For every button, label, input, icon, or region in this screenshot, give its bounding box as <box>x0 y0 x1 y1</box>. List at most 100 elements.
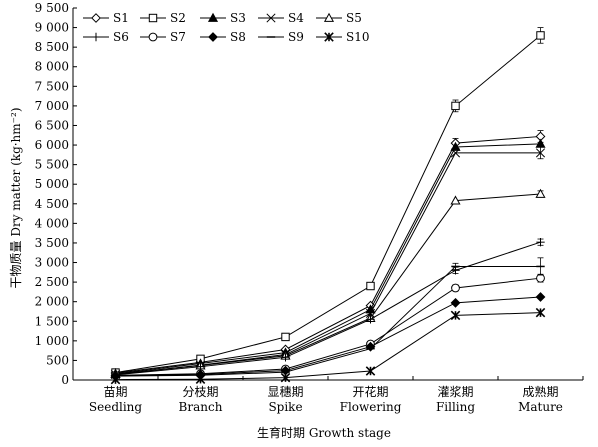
legend-item-s3: S3 <box>200 11 246 25</box>
y-tick-label: 2 000 <box>35 295 69 309</box>
data-point <box>451 101 460 111</box>
series-s7 <box>111 273 545 380</box>
legend-item-s8: S8 <box>200 30 246 44</box>
series-line <box>115 277 541 376</box>
data-point <box>451 283 460 293</box>
data-point <box>110 374 121 385</box>
data-point <box>281 353 290 362</box>
series-line <box>115 265 541 377</box>
data-point <box>535 188 546 198</box>
data-point <box>450 195 461 205</box>
legend-label: S5 <box>346 11 362 25</box>
data-point <box>208 32 218 42</box>
y-tick-label: 6 500 <box>35 118 69 132</box>
y-tick-label: 500 <box>46 353 69 367</box>
legend-label: S10 <box>346 30 370 44</box>
data-point <box>450 141 461 151</box>
data-point <box>535 138 546 148</box>
axes: 0 500 1 000 1 500 2 000 2 500 3 000 3 500 4 000 4… <box>35 1 584 414</box>
x-tick-label-en: Seedling <box>89 400 143 414</box>
series-line <box>115 135 541 374</box>
data-point <box>536 273 545 283</box>
series-s10 <box>110 307 546 385</box>
data-point <box>450 310 461 321</box>
data-point <box>450 148 461 158</box>
legend-label: S9 <box>288 30 304 44</box>
y-tick-label: 3 500 <box>35 236 69 250</box>
data-point <box>91 32 101 42</box>
data-point <box>535 292 546 302</box>
series-lines <box>110 27 546 385</box>
legend-item-s2: S2 <box>140 11 186 25</box>
data-point <box>536 237 545 247</box>
series-s1 <box>110 130 546 378</box>
x-tick-label-en: Filling <box>436 400 475 414</box>
x-tick-label-en: Mature <box>518 400 563 414</box>
data-point <box>280 372 291 383</box>
data-point <box>365 366 376 376</box>
y-tick-label: 4 000 <box>35 216 69 230</box>
x-tick-label-en: Branch <box>179 400 223 414</box>
data-point <box>91 13 101 23</box>
series-line <box>115 296 541 377</box>
legend-label: S1 <box>113 11 129 25</box>
x-tick-label-zh: 开花期 <box>352 384 388 399</box>
legend-item-s5: S5 <box>316 11 362 25</box>
y-tick-label: 9 000 <box>35 21 69 35</box>
x-tick-label-zh: 分枝期 <box>182 384 218 399</box>
y-tick-label: 7 000 <box>35 99 69 113</box>
y-tick-label: 3 000 <box>35 256 69 270</box>
series-s2 <box>111 27 545 377</box>
data-point <box>535 148 546 158</box>
data-point <box>148 32 158 42</box>
y-tick-label: 4 500 <box>35 197 69 211</box>
legend-item-s1: S1 <box>83 11 129 25</box>
legend-item-s6: S6 <box>83 30 129 44</box>
y-axis-title: 干物质量 Dry matter (kg·hm⁻²) <box>9 108 23 289</box>
legend-label: S2 <box>170 11 186 25</box>
data-point <box>450 297 461 308</box>
x-axis-title: 生育时期 Growth stage <box>257 425 391 440</box>
series-s5 <box>110 188 546 378</box>
y-tick-label: 2 500 <box>35 275 69 289</box>
data-point <box>266 13 276 23</box>
legend-item-s7: S7 <box>140 30 186 44</box>
x-tick-label-zh: 显穗期 <box>267 385 303 399</box>
data-point <box>535 307 546 318</box>
y-tick-label: 6 000 <box>35 138 69 152</box>
series-line <box>115 312 541 381</box>
x-tick-label-zh: 灌浆期 <box>437 384 473 399</box>
legend-item-s10: S10 <box>316 30 370 44</box>
data-point <box>324 32 334 42</box>
y-tick-label: 1 000 <box>35 334 69 348</box>
x-tick-label-zh: 苗期 <box>103 385 127 399</box>
y-tick-label: 8 500 <box>35 40 69 54</box>
series-s3 <box>110 138 546 378</box>
y-tick-label: 7 500 <box>35 79 69 93</box>
data-point <box>536 31 545 40</box>
legend-label: S6 <box>113 30 129 44</box>
legend-item-s4: S4 <box>258 11 304 25</box>
data-point <box>148 13 158 23</box>
series-line <box>115 193 541 375</box>
series-s6 <box>111 237 545 380</box>
legend-item-s9: S9 <box>258 30 304 44</box>
y-tick-label: 1 500 <box>35 314 69 328</box>
y-tick-label: 5 500 <box>35 158 69 172</box>
y-tick-label: 5 000 <box>35 177 69 191</box>
series-s4 <box>110 146 546 380</box>
legend-label: S7 <box>170 30 186 44</box>
y-tick-label: 8 000 <box>35 60 69 74</box>
legend-label: S3 <box>230 11 246 25</box>
data-point <box>281 332 290 342</box>
data-point <box>195 374 206 384</box>
legend-label: S4 <box>288 11 304 25</box>
x-tick-label-zh: 成熟期 <box>522 384 558 399</box>
series-s9 <box>111 257 545 377</box>
data-point <box>323 12 335 22</box>
y-tick-label: 9 500 <box>35 1 69 15</box>
data-point <box>366 281 375 291</box>
x-tick-label-en: Spike <box>268 400 302 414</box>
legend: S1 S2 S3 S4 S5 S6 S7 S8 S9 S10 <box>83 11 370 44</box>
